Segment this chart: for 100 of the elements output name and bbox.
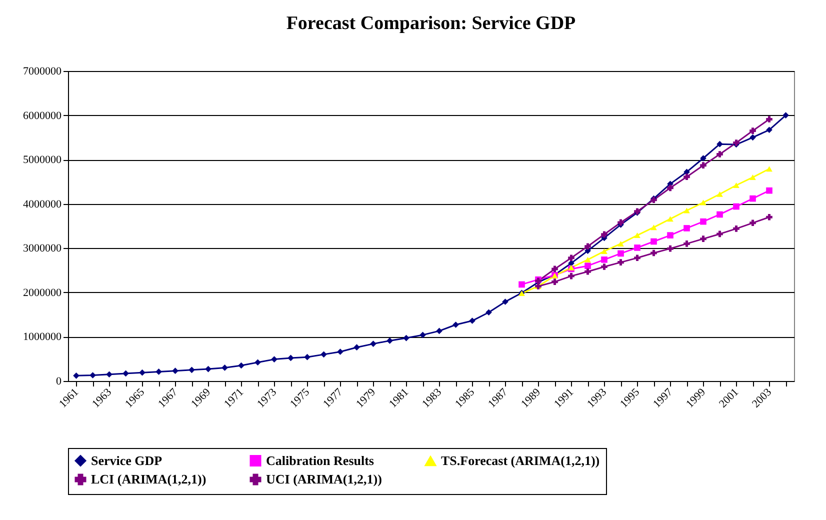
point [634, 244, 640, 251]
point [684, 225, 690, 232]
point [337, 348, 344, 355]
point [122, 370, 129, 377]
point [782, 112, 789, 118]
point [700, 236, 706, 242]
legend-label: UCI (ARIMA(1,2,1)) [266, 472, 382, 486]
point [271, 356, 278, 362]
point [584, 262, 591, 270]
legend-label: Calibration Results [266, 452, 374, 468]
y-tick-label: 2000000 [23, 286, 62, 299]
x-tick-label: 1971 [222, 386, 246, 410]
point [634, 254, 640, 262]
point [90, 372, 96, 378]
point [766, 187, 772, 194]
point [518, 281, 525, 288]
point [700, 155, 706, 162]
point [601, 231, 608, 238]
point [172, 368, 178, 374]
point [750, 134, 756, 141]
chart-title: Forecast Comparison: Service GDP [286, 13, 576, 34]
y-tick-label: 5000000 [23, 154, 62, 166]
point [684, 208, 690, 214]
point [618, 250, 624, 257]
point [73, 372, 80, 379]
point [552, 278, 558, 285]
point [766, 166, 772, 172]
point [750, 174, 756, 180]
point [420, 332, 426, 338]
point [750, 220, 756, 226]
y-tick-label: 3000000 [23, 242, 62, 255]
point [750, 128, 756, 134]
point [469, 318, 476, 324]
point [354, 344, 360, 351]
point [205, 366, 212, 372]
point [139, 369, 146, 376]
x-tick-label: 1991 [552, 386, 576, 410]
point [601, 264, 608, 270]
point [634, 232, 640, 238]
point [716, 191, 723, 197]
point [222, 364, 228, 371]
point [618, 259, 624, 266]
point [766, 126, 772, 134]
point [436, 328, 442, 334]
point [320, 351, 327, 358]
point [568, 272, 574, 280]
point [386, 338, 393, 344]
point [684, 174, 690, 180]
point [650, 250, 657, 256]
point [601, 248, 608, 254]
point [700, 162, 706, 168]
point [568, 254, 574, 262]
point [716, 211, 723, 218]
point [584, 256, 591, 262]
point [650, 224, 657, 230]
point [733, 182, 740, 188]
point [667, 245, 674, 252]
point [188, 366, 195, 374]
point [486, 309, 492, 316]
point [288, 354, 294, 362]
point [733, 225, 740, 232]
point [618, 240, 624, 246]
legend-label: Service GDP [91, 452, 162, 468]
point [733, 203, 740, 210]
point [750, 195, 756, 202]
point [238, 362, 244, 369]
y-tick-label: 7000000 [23, 66, 62, 78]
point [684, 240, 690, 247]
point [304, 354, 310, 360]
point [700, 218, 706, 225]
y-tick-label: 6000000 [23, 110, 62, 122]
point [584, 268, 591, 275]
point [667, 216, 674, 222]
point [156, 368, 162, 375]
point [403, 334, 410, 342]
point [650, 238, 657, 245]
y-tick-label: 4000000 [23, 198, 62, 210]
legend-label: TS.Forecast (ARIMA(1,2,1)) [441, 453, 600, 468]
point [667, 184, 674, 192]
point [716, 230, 723, 238]
point [716, 140, 723, 148]
y-tick-label: 1000000 [23, 331, 62, 344]
point [700, 200, 706, 206]
point [766, 116, 772, 122]
point [106, 371, 112, 378]
y-tick-label: 0 [56, 376, 62, 388]
x-tick-label: 1981 [386, 386, 411, 410]
point [552, 266, 558, 272]
point [716, 151, 723, 158]
x-tick-label: 1961 [56, 386, 81, 410]
point [452, 322, 459, 328]
point [766, 214, 772, 220]
point [618, 219, 624, 226]
point [584, 243, 591, 250]
legend-label: LCI (ARIMA(1,2,1)) [91, 472, 206, 486]
point [601, 256, 608, 263]
point [370, 340, 376, 347]
point [502, 298, 508, 305]
point [667, 232, 674, 238]
point [254, 359, 261, 366]
